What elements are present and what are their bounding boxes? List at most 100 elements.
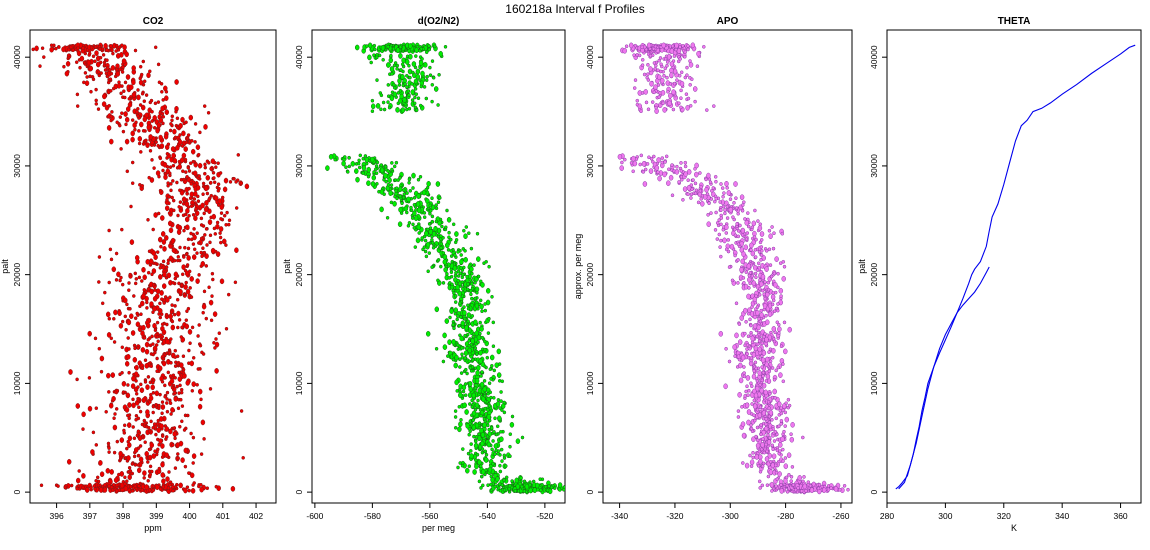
data-point [714,196,718,201]
data-point [479,326,484,332]
data-point [478,358,483,364]
data-point [749,423,753,428]
y-tick-label: 0 [294,489,304,494]
data-point [789,436,795,443]
data-point [430,214,435,219]
data-point [509,421,515,428]
data-point [172,431,177,437]
data-point [165,476,170,482]
y-tick-label: 10000 [869,371,879,395]
data-point [465,467,470,474]
data-point [110,65,116,71]
data-point [39,483,44,488]
data-point [105,48,109,52]
data-point [113,309,118,316]
data-point [406,89,411,93]
data-point [416,193,421,199]
data-point [109,114,114,119]
data-point [408,188,413,193]
data-point [769,427,773,432]
data-point [644,100,649,105]
data-point [140,91,145,96]
data-point [126,336,130,340]
data-point [201,181,206,186]
data-point [755,334,759,339]
data-point [398,88,403,93]
data-point [216,182,221,187]
data-point [76,50,82,57]
data-point [210,247,216,254]
data-point [148,472,153,477]
data-point [414,108,419,113]
data-point [487,381,492,386]
data-point [646,78,651,82]
data-point [152,305,157,312]
data-point [154,390,160,397]
data-point [660,89,666,96]
data-point [534,482,540,489]
data-point [446,248,451,252]
data-point [685,73,689,78]
data-point [98,55,103,60]
data-point [679,96,683,101]
data-point [713,199,717,204]
data-point [127,101,133,108]
data-point [686,44,690,48]
data-point [165,409,170,414]
data-point [109,469,114,475]
data-point [147,175,151,180]
data-point [151,404,156,409]
data-point [757,346,762,353]
data-point [181,354,186,359]
data-point [466,319,470,324]
data-point [218,226,224,232]
data-point [444,225,448,230]
data-point [148,134,153,140]
data-point [154,432,158,437]
data-point [670,163,674,167]
data-point [632,160,638,167]
data-point [449,308,454,314]
data-point [106,125,112,131]
data-point [757,412,763,419]
data-point [161,168,165,173]
data-point [87,51,92,56]
data-point [685,65,689,70]
data-point [175,180,179,185]
data-point [224,326,229,331]
data-point [199,482,203,487]
data-point [114,43,119,48]
data-point [648,53,653,58]
data-point [736,281,740,285]
data-point [117,45,122,50]
data-point [120,43,124,48]
data-point [422,211,427,215]
data-point [136,346,140,350]
data-point [502,410,507,415]
data-point [386,182,391,187]
data-point [462,402,467,409]
data-point [646,42,652,49]
data-point [725,216,730,220]
data-point [765,449,769,454]
data-point [719,238,723,243]
data-point [642,181,648,187]
data-point [748,453,752,458]
data-point [422,85,427,89]
data-point [418,174,423,179]
data-point [672,54,677,58]
data-point [127,442,132,448]
data-point [474,402,480,409]
data-point [459,258,464,265]
x-tick-label: -280 [777,511,794,521]
data-point [121,58,127,65]
data-point [641,170,646,174]
data-point [781,379,786,384]
data-point [652,154,656,159]
data-point [136,88,140,92]
data-point [209,166,213,171]
data-point [471,358,475,362]
data-point [398,206,403,213]
data-point [475,352,479,356]
data-point [470,314,475,318]
